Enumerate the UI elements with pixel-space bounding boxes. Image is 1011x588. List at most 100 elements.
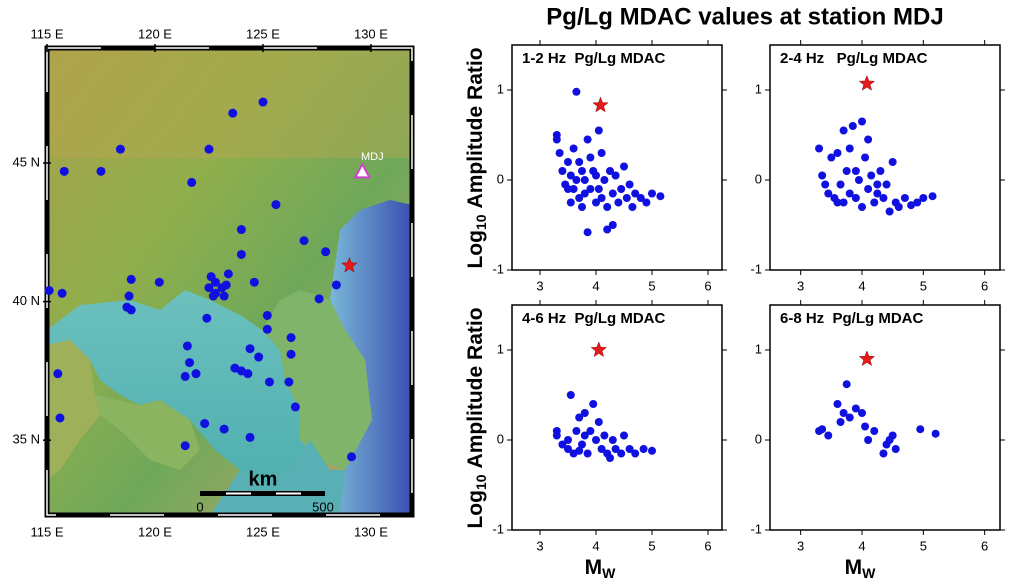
data-point	[843, 380, 851, 388]
event-point	[258, 98, 267, 107]
panel-title: 4-6 Hz Pg/Lg MDAC	[522, 310, 666, 327]
x-tick-label: 5	[920, 278, 927, 293]
x-tick-label: 4	[592, 538, 599, 553]
y-axis-label: Log10Amplitude Ratio	[464, 307, 489, 528]
data-point	[592, 172, 600, 180]
event-point	[53, 369, 62, 378]
data-point	[892, 445, 900, 453]
data-point	[567, 391, 575, 399]
data-point	[620, 163, 628, 171]
y-tick-label: 0	[755, 171, 762, 186]
y-axis-label-part: 10	[473, 474, 489, 490]
x-tick-label: 130 E	[354, 524, 388, 539]
x-tick-label: 115 E	[30, 524, 63, 539]
event-point	[204, 145, 213, 154]
panel-title: 1-2 Hz Pg/Lg MDAC	[522, 50, 666, 67]
plot-frame	[512, 45, 722, 270]
y-tick-label: -1	[750, 261, 762, 276]
data-point	[648, 190, 656, 198]
y-tick-label: -1	[492, 521, 504, 536]
data-point	[598, 149, 606, 157]
scale-bar-start: 0	[196, 499, 203, 514]
data-point	[620, 432, 628, 440]
event-point	[55, 413, 64, 422]
data-point	[553, 136, 561, 144]
y-axis-label-part: 10	[473, 214, 489, 230]
data-point	[883, 181, 891, 189]
plot-frame	[770, 45, 1000, 270]
data-point	[578, 167, 586, 175]
event-point	[291, 402, 300, 411]
highlight-point	[593, 97, 608, 112]
data-point	[879, 194, 887, 202]
data-point	[873, 181, 881, 189]
data-point	[870, 427, 878, 435]
data-point	[572, 427, 580, 435]
data-point	[606, 454, 614, 462]
y-tick-label: 35 N	[13, 432, 40, 447]
event-point	[220, 425, 229, 434]
data-point	[821, 181, 829, 189]
data-point	[864, 185, 872, 193]
data-point	[598, 194, 606, 202]
y-tick-label: 0	[755, 431, 762, 446]
event-point	[220, 292, 229, 301]
y-tick-label: 1	[497, 81, 504, 96]
figure: Pg/Lg MDAC values at station MDJ 115 E11…	[0, 0, 1011, 588]
x-tick-label: 3	[797, 538, 804, 553]
x-tick-label: 130 E	[354, 26, 388, 41]
x-tick-label: 6	[981, 278, 988, 293]
data-point	[586, 185, 594, 193]
data-point	[586, 154, 594, 162]
x-tick-label: 3	[536, 278, 543, 293]
y-tick-label: 1	[497, 341, 504, 356]
data-point	[858, 118, 866, 126]
data-point	[575, 447, 583, 455]
event-point	[204, 283, 213, 292]
panel-title: 6-8 Hz Pg/Lg MDAC	[780, 310, 924, 327]
data-point	[919, 194, 927, 202]
event-point	[284, 377, 293, 386]
y-axis-label-part: Amplitude Ratio	[464, 307, 487, 468]
data-point	[609, 436, 617, 444]
data-point	[564, 185, 572, 193]
event-point	[222, 280, 231, 289]
event-point	[125, 292, 134, 301]
event-point	[181, 441, 190, 450]
event-point	[60, 167, 69, 176]
x-tick-label: 115 E	[30, 26, 63, 41]
figure-title: Pg/Lg MDAC values at station MDJ	[546, 3, 943, 30]
data-point	[564, 158, 572, 166]
event-point	[45, 286, 54, 295]
data-point	[932, 430, 940, 438]
data-point	[572, 88, 580, 96]
event-point	[200, 419, 209, 428]
map-background	[47, 48, 412, 515]
x-tick-label: 4	[858, 538, 865, 553]
data-point	[595, 418, 603, 426]
data-point	[600, 176, 608, 184]
highlight-point	[859, 76, 874, 91]
x-tick-label: 5	[648, 278, 655, 293]
x-tick-label: 120 E	[138, 26, 172, 41]
data-point	[564, 436, 572, 444]
scale-bar-segment	[226, 493, 251, 495]
panel-title: 2-4 Hz Pg/Lg MDAC	[780, 50, 928, 67]
data-point	[864, 436, 872, 444]
event-point	[96, 167, 105, 176]
data-point	[889, 432, 897, 440]
plot-frame	[512, 305, 722, 530]
event-point	[321, 247, 330, 256]
data-point	[589, 400, 597, 408]
event-point	[237, 225, 246, 234]
data-point	[852, 194, 860, 202]
data-point	[858, 409, 866, 417]
event-point	[181, 372, 190, 381]
scale-bar-box	[200, 491, 325, 496]
x-axis-label-part: W	[602, 565, 616, 581]
data-point	[818, 425, 826, 433]
data-point	[642, 199, 650, 207]
data-point	[626, 181, 634, 189]
event-point	[287, 333, 296, 342]
data-point	[648, 447, 656, 455]
